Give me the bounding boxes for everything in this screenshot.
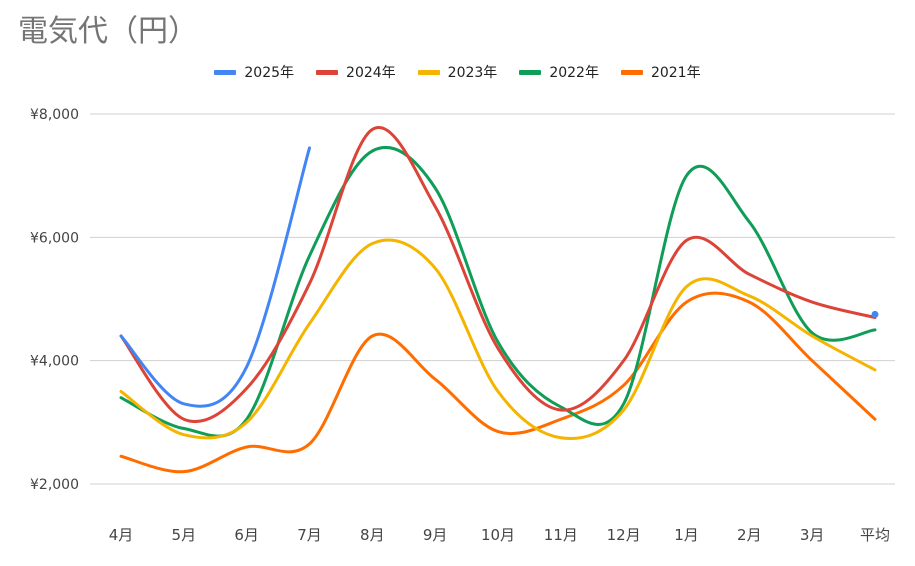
legend-item-2024[interactable]: 2024年 — [316, 62, 396, 82]
x-tick-label: 6月 — [234, 526, 259, 544]
series-line-2025[interactable] — [119, 146, 311, 408]
x-tick-label: 9月 — [423, 526, 448, 544]
legend-swatch-2021 — [620, 69, 643, 75]
series-line-2024[interactable] — [119, 126, 877, 423]
legend-item-2022[interactable]: 2022年 — [519, 62, 599, 82]
gridlines — [90, 113, 895, 485]
legend-label-2021: 2021年 — [650, 65, 701, 81]
y-tick-label: ¥6,000 — [30, 230, 79, 246]
x-tick-label: 7月 — [297, 526, 322, 544]
x-tick-label: 4月 — [109, 526, 134, 544]
series-line-2022[interactable] — [119, 145, 877, 438]
legend-swatch-2024 — [316, 69, 339, 75]
series-line-2021[interactable] — [119, 291, 877, 474]
y-tick-label: ¥2,000 — [30, 477, 79, 493]
series-point-2025[interactable] — [871, 310, 879, 318]
x-tick-label: 5月 — [172, 526, 197, 544]
series-line-2023[interactable] — [119, 238, 877, 440]
legend-swatch-2022 — [519, 69, 542, 75]
legend: 2025年 2024年 2023年 2022年 2021年 — [0, 62, 915, 82]
legend-item-2021[interactable]: 2021年 — [620, 62, 701, 82]
y-tick-label: ¥4,000 — [30, 354, 79, 370]
legend-label-2022: 2022年 — [549, 65, 599, 81]
legend-label-2025: 2025年 — [244, 65, 295, 81]
legend-item-2023[interactable]: 2023年 — [417, 62, 498, 82]
x-axis-ticks: 4月 5月 6月 7月 8月 9月 10月 11月 12月 1月 2月 3月 平均 — [109, 526, 890, 544]
y-tick-label: ¥8,000 — [30, 107, 79, 123]
legend-label-2024: 2024年 — [346, 65, 396, 81]
legend-item-2025[interactable]: 2025年 — [214, 62, 294, 82]
x-tick-label: 8月 — [360, 526, 385, 544]
legend-swatch-2023 — [417, 69, 440, 75]
x-tick-label: 11月 — [544, 526, 578, 544]
x-tick-label: 1月 — [674, 526, 699, 544]
series-lines — [119, 126, 879, 474]
x-tick-label: 2月 — [737, 526, 762, 544]
legend-swatch-2025 — [214, 69, 237, 75]
x-tick-label: 12月 — [607, 526, 641, 544]
x-tick-label: 平均 — [860, 526, 890, 544]
x-tick-label: 10月 — [481, 526, 515, 544]
y-axis-ticks: ¥2,000 ¥4,000 ¥6,000 ¥8,000 — [30, 107, 79, 493]
chart-title: 電気代（円） — [18, 14, 198, 49]
legend-label-2023: 2023年 — [447, 65, 498, 81]
x-tick-label: 3月 — [800, 526, 825, 544]
